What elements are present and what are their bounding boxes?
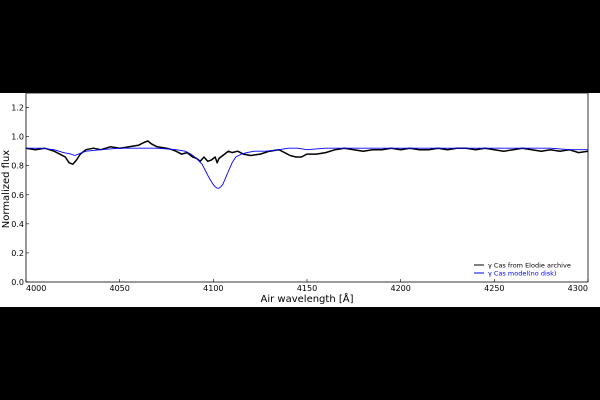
x-tick-label: 4300 xyxy=(568,284,588,293)
x-tick-label: 4100 xyxy=(203,284,223,293)
x-tick-label: 4250 xyxy=(484,284,504,293)
x-tick-label: 4000 xyxy=(26,284,46,293)
plot-frame xyxy=(25,93,589,283)
series-line-model xyxy=(26,147,588,189)
y-axis-label: Normalized flux xyxy=(1,150,12,229)
y-tick-label: 0.2 xyxy=(11,249,24,258)
legend-label: γ Cas from Elodie archive xyxy=(488,261,571,269)
y-tick-label: 0.8 xyxy=(11,162,24,171)
y-tick-label: 1.0 xyxy=(11,133,24,142)
x-axis-label: Air wavelength [Å] xyxy=(261,292,354,305)
y-tick-label: 0.4 xyxy=(11,220,24,229)
figure: Normalized flux Air wavelength [Å] γ Cas… xyxy=(0,93,600,307)
y-tick-label: 1.2 xyxy=(11,104,24,113)
x-tick-label: 4150 xyxy=(297,284,317,293)
legend-label: γ Cas model(no disk) xyxy=(488,269,556,277)
x-tick-label: 4200 xyxy=(390,284,410,293)
spectrum-plot: Normalized flux Air wavelength [Å] γ Cas… xyxy=(1,93,589,305)
y-tick-label: 0.0 xyxy=(11,278,24,287)
y-tick-label: 0.6 xyxy=(11,191,24,200)
x-tick-label: 4050 xyxy=(109,284,129,293)
series-line-observed xyxy=(25,140,589,165)
